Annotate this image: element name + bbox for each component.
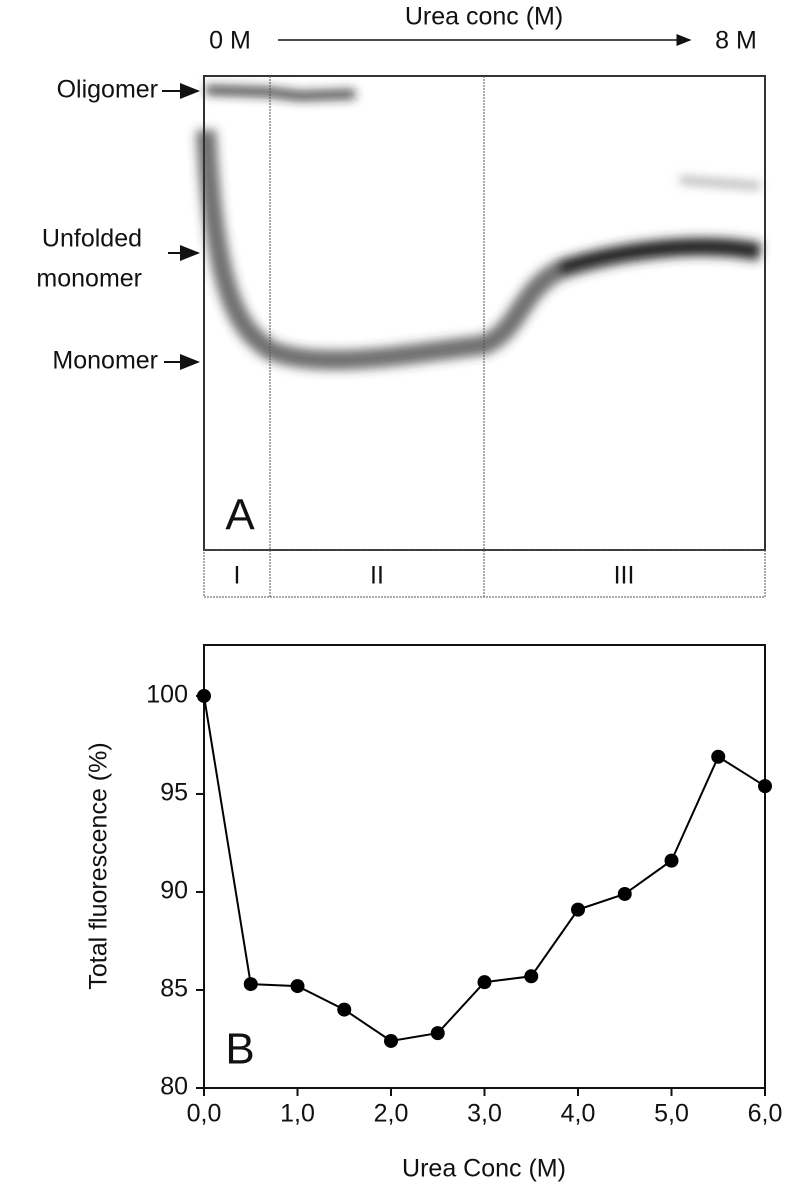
- point: [430, 1026, 445, 1041]
- x-tick-label: 5,0: [654, 1100, 689, 1128]
- point: [571, 902, 585, 917]
- scale-end: 8 M: [715, 27, 757, 55]
- chart: Urea Conc (M) Total fluorescence (%) B 8…: [85, 644, 783, 1183]
- gel-bands: [196, 85, 762, 371]
- point: [617, 886, 632, 901]
- point: [290, 979, 305, 994]
- y-tick-label: 80: [160, 1073, 188, 1101]
- x-tick-label: 2,0: [374, 1100, 409, 1128]
- region-label: I: [234, 562, 241, 590]
- x-tick-label: 3,0: [467, 1100, 502, 1128]
- band-label: Oligomer: [57, 76, 158, 104]
- x-tick-label: 4,0: [561, 1100, 596, 1128]
- point: [337, 1002, 352, 1017]
- point: [477, 975, 492, 990]
- point: [524, 969, 539, 984]
- point: [664, 853, 679, 868]
- y-tick-label: 85: [160, 975, 188, 1003]
- band-label: Unfolded: [42, 225, 142, 253]
- region-label: II: [370, 562, 384, 590]
- band-label: Monomer: [52, 347, 158, 375]
- point: [197, 688, 211, 703]
- region-frame: [203, 549, 766, 598]
- y-tick-label: 100: [146, 681, 188, 709]
- gel-panel: Urea conc (M) 0 M 8 M I II III A Oligome…: [36, 3, 766, 598]
- x-axis-label: Urea Conc (M): [402, 1155, 566, 1183]
- panel-label: A: [225, 491, 255, 540]
- panel-label: B: [225, 1025, 254, 1074]
- point: [711, 749, 726, 764]
- x-tick-label: 0,0: [187, 1100, 222, 1128]
- scale-start: 0 M: [209, 27, 251, 55]
- plot-frame: [203, 644, 766, 1089]
- scale-title: Urea conc (M): [405, 3, 563, 31]
- y-tick-label: 95: [160, 779, 188, 807]
- region-label: III: [614, 562, 635, 590]
- line: [203, 695, 766, 1043]
- point: [384, 1033, 398, 1048]
- band-label: monomer: [36, 265, 142, 293]
- y-tick-label: 90: [160, 877, 188, 905]
- point: [243, 977, 258, 992]
- point: [758, 779, 772, 794]
- x-tick-label: 1,0: [280, 1100, 315, 1128]
- x-tick-label: 6,0: [748, 1100, 783, 1128]
- y-axis-label: Total fluorescence (%): [85, 742, 113, 989]
